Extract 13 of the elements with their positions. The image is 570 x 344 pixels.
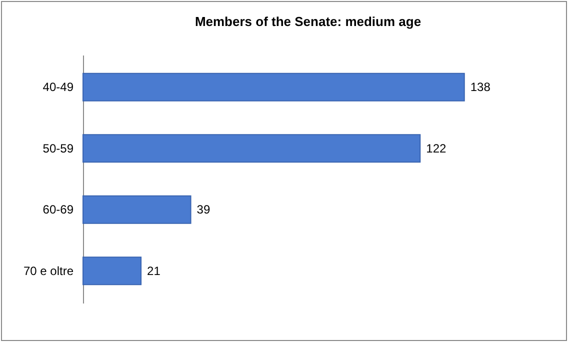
bar <box>82 256 142 286</box>
data-label: 21 <box>147 264 161 278</box>
data-label: 122 <box>426 141 446 156</box>
y-tick-label: 60-69 <box>42 202 74 217</box>
y-tick-label: 70 e oltre <box>23 264 74 278</box>
y-tick-label: 50-59 <box>42 141 74 156</box>
y-tick-label: 40-49 <box>42 80 74 94</box>
bar <box>82 72 465 102</box>
data-label: 138 <box>470 80 491 94</box>
data-label: 39 <box>196 202 210 217</box>
bar <box>82 195 192 224</box>
chart-title: Members of the Senate: medium age <box>194 14 422 29</box>
bar <box>82 134 421 163</box>
